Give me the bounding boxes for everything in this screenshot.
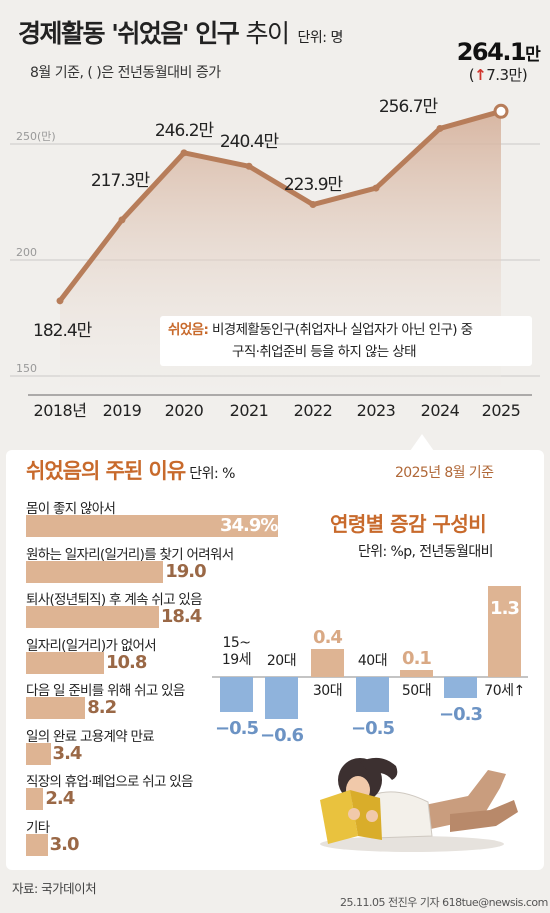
- reason-label: 몸이 좋지 않아서: [26, 501, 116, 517]
- value-label: 223.9만: [284, 175, 344, 195]
- age-value-label: −0.3: [439, 704, 482, 725]
- series-line: [58, 108, 502, 303]
- x-tick-label: 2024: [421, 401, 460, 420]
- age-value-label: −0.5: [351, 718, 394, 739]
- age-bar: [311, 649, 344, 677]
- age-value-label: 0.4: [313, 627, 342, 648]
- x-tick-label: 2023: [357, 401, 396, 420]
- age-category-label: 50대: [402, 683, 431, 699]
- age-value-label: −0.5: [215, 718, 258, 739]
- x-tick-label: 2019: [103, 401, 142, 420]
- up-arrow-icon: ↑: [474, 66, 487, 84]
- definition-line-2: 구직·취업준비 등을 하지 않는 상태: [232, 344, 417, 360]
- age-chart-unit: 단위: %p, 전년동월대비: [358, 544, 494, 560]
- source: 자료: 국가데이처: [12, 881, 97, 896]
- age-chart-title: 연령별 증감 구성비: [330, 512, 487, 536]
- age-bar: [356, 677, 389, 712]
- reason-value: 8.2: [87, 697, 117, 718]
- value-label: 217.3만: [91, 171, 151, 191]
- reason-bar: [26, 515, 278, 537]
- value-label: 256.7만: [379, 97, 439, 117]
- reason-label: 기타: [26, 819, 50, 836]
- reasons-title-text: 쉬었음의 주된 이유: [26, 459, 186, 483]
- reason-value: 2.4: [45, 788, 75, 809]
- reason-value: 3.4: [52, 742, 83, 764]
- data-point: [309, 201, 317, 209]
- definition-line-1: 비경제활동인구(취업자나 실업자가 아닌 인구) 중: [211, 322, 473, 338]
- age-category-label: 70세↑: [484, 683, 524, 699]
- data-point: [372, 184, 380, 192]
- title-unit: 단위: 명: [297, 30, 344, 46]
- age-bar: [400, 670, 433, 677]
- panel-pointer: [410, 434, 434, 451]
- age-category-label: 15~: [222, 635, 250, 651]
- x-tick-label: 2022: [294, 401, 333, 420]
- age-category-label: 40대: [358, 653, 387, 669]
- reason-label: 다음 일 준비를 위해 쉬고 있음: [26, 683, 185, 699]
- age-category-label: 19세: [222, 652, 251, 668]
- reason-value: 19.0: [165, 560, 206, 582]
- reason-value: 3.0: [49, 833, 80, 855]
- age-category-label: 30대: [313, 683, 342, 699]
- reason-value: 10.8: [105, 651, 147, 673]
- age-value-label: −0.6: [260, 725, 303, 746]
- y-tick-label: 250(만): [16, 130, 56, 143]
- reason-value: 34.9%: [220, 515, 278, 536]
- latest-change: 7.3만): [486, 66, 528, 84]
- title-bold: 경제활동 '쉬었음' 인구: [18, 19, 240, 48]
- y-tick-label: 200: [16, 246, 37, 259]
- latest-change-prefix: (: [468, 66, 475, 84]
- reason-label: 원하는 일자리(일거리)를 찾기 어려워서: [26, 546, 234, 563]
- y-tick-label: 150: [16, 362, 37, 375]
- reason-bar: [26, 742, 51, 765]
- reason-label: 일의 완료 고용계약 만료: [26, 728, 155, 745]
- x-tick-label: 2021: [230, 401, 269, 420]
- data-point: [56, 297, 64, 305]
- age-bar: [488, 586, 521, 677]
- value-label: 182.4만: [33, 321, 93, 341]
- reason-bar: [26, 833, 48, 856]
- age-bar: [220, 677, 253, 712]
- reason-bar: [26, 788, 44, 810]
- reasons-unit: 단위: %: [189, 466, 235, 482]
- subtitle: 8월 기준, ( )은 전년동월대비 증가: [30, 65, 221, 81]
- age-category-label: 20대: [267, 653, 296, 669]
- age-bar: [444, 677, 477, 698]
- reason-label: 직장의 휴업·폐업으로 쉬고 있음: [26, 774, 193, 790]
- reading-person-illustration: [320, 757, 518, 852]
- credit: 25.11.05 전진우 기자 618tue@newsis.com: [340, 896, 548, 909]
- reason-label: 퇴사(정년퇴직) 후 계속 쉬고 있음: [26, 592, 203, 608]
- x-tick-label: 2018년: [34, 401, 87, 420]
- value-label: 246.2만: [155, 121, 215, 141]
- reasons-title: 쉬었음의 주된 이유 단위: %: [26, 455, 235, 485]
- data-point: [436, 124, 444, 132]
- age-bar: [265, 677, 298, 719]
- reason-label: 일자리(일거리)가 없어서: [26, 637, 157, 654]
- age-value-label: 1.3: [490, 598, 519, 619]
- title-light: 추이: [245, 19, 290, 48]
- latest-value-unit: 만: [525, 45, 541, 65]
- latest-value-callout: 264.1만 (↑7.3만): [448, 38, 548, 85]
- reason-bar: [26, 697, 86, 719]
- value-label: 240.4만: [220, 132, 280, 152]
- reference-date: 2025년 8월 기준: [395, 465, 494, 481]
- reason-value: 18.4: [160, 606, 202, 627]
- page-title: 경제활동 '쉬었음' 인구 추이 단위: 명: [18, 14, 343, 50]
- data-point: [493, 103, 509, 119]
- data-point: [180, 149, 188, 157]
- definition-term: 쉬었음:: [168, 322, 209, 338]
- data-point: [245, 162, 253, 170]
- reason-bar: [26, 651, 104, 674]
- latest-value: 264.1: [456, 38, 527, 66]
- reason-bar: [26, 606, 159, 628]
- definition-box: 쉬었음: 비경제활동인구(취업자나 실업자가 아닌 인구) 중 구직·취업준비 …: [160, 316, 532, 366]
- age-value-label: 0.1: [402, 648, 431, 669]
- x-tick-label: 2020: [165, 401, 204, 420]
- reason-bar: [26, 560, 164, 583]
- data-point: [118, 216, 126, 224]
- x-tick-label: 2025: [482, 401, 521, 420]
